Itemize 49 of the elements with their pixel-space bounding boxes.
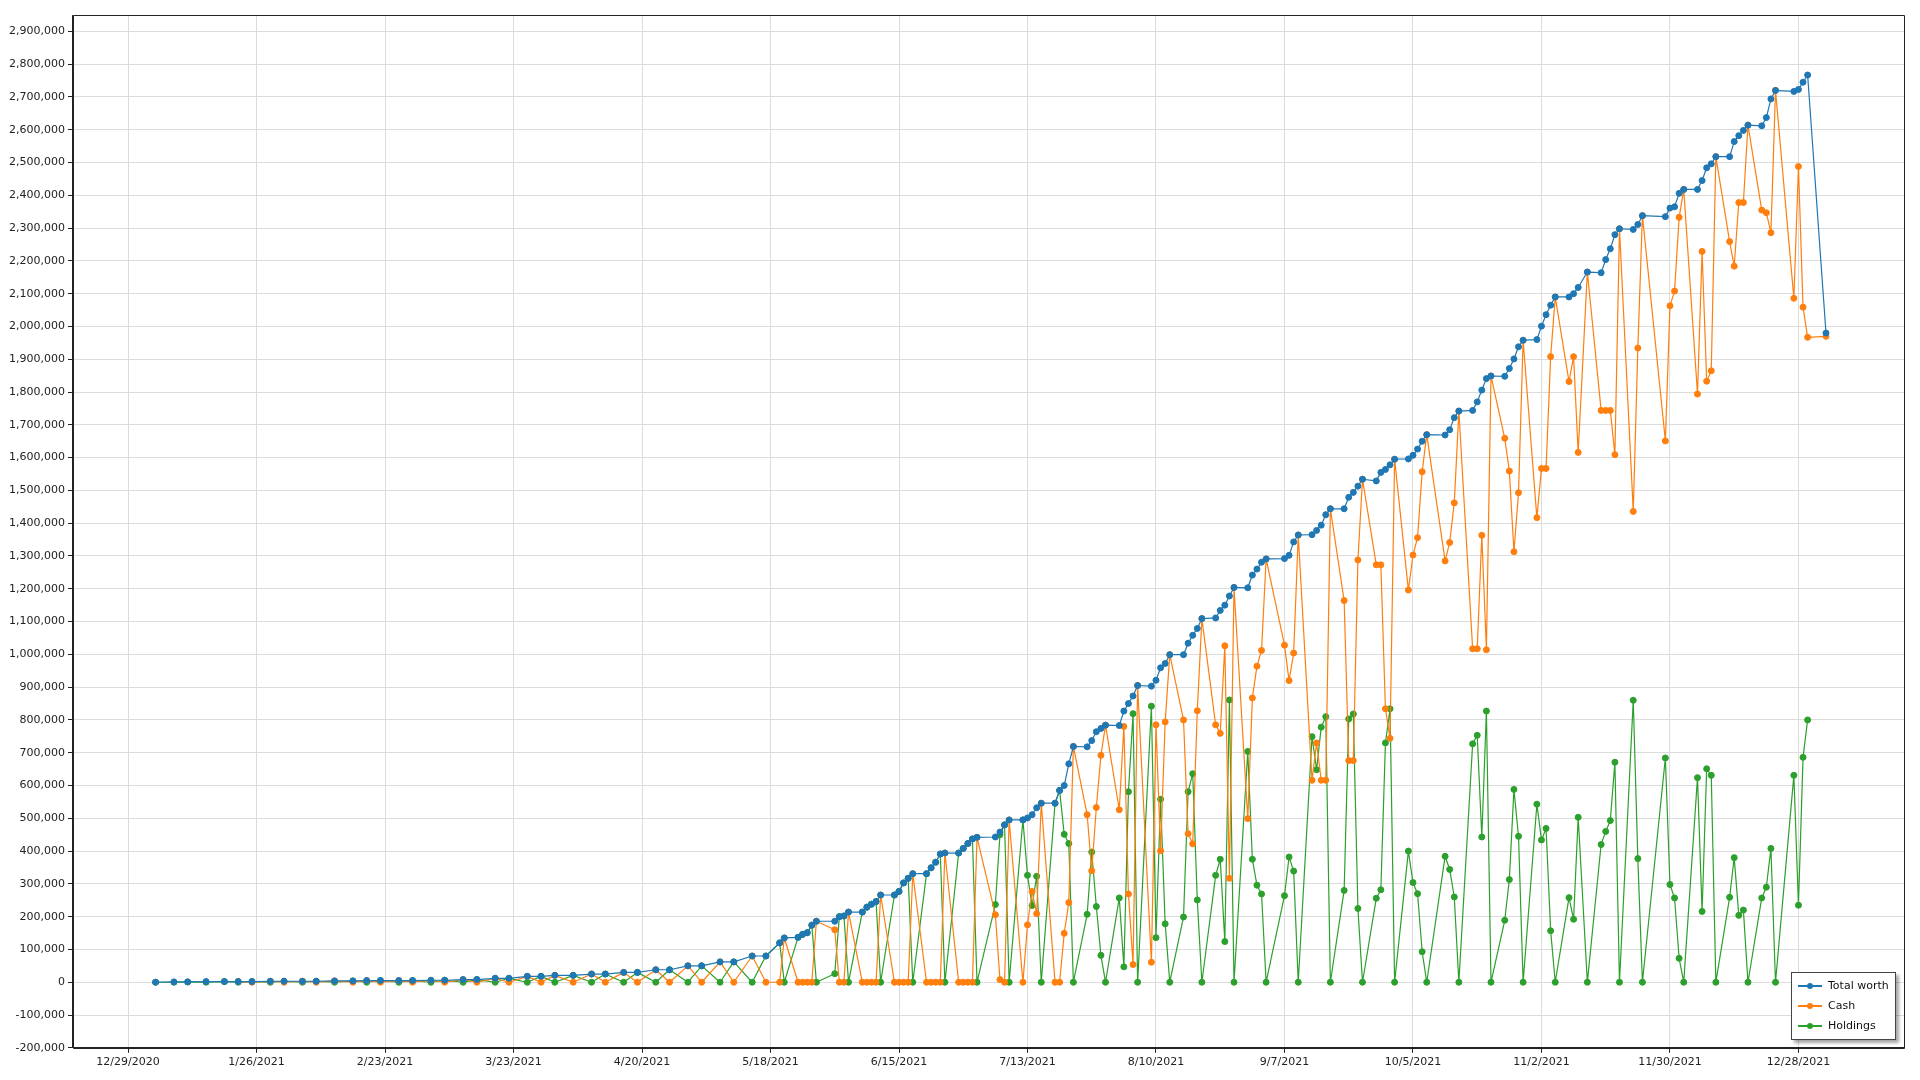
y-tick-label: 2,100,000 — [9, 286, 65, 300]
x-tick-label: 5/18/2021 — [742, 1055, 799, 1069]
y-tick-label: 900,000 — [19, 680, 65, 693]
y-tick-label: 300,000 — [19, 876, 65, 890]
legend-label: Cash — [1828, 999, 1856, 1013]
y-tick-label: 1,100,000 — [9, 614, 65, 628]
y-tick-label: 700,000 — [19, 745, 65, 759]
y-tick-label: 1,900,000 — [9, 352, 65, 366]
x-tick-label: 7/13/2021 — [999, 1055, 1056, 1069]
y-tick-label: 400,000 — [19, 843, 65, 857]
y-tick-label: 800,000 — [19, 712, 65, 726]
x-tick-label: 2/23/2021 — [356, 1055, 414, 1069]
x-tick-label: 1/26/2021 — [228, 1055, 285, 1069]
y-tick-label: 1,000,000 — [9, 647, 65, 661]
x-tick-label: 9/7/2021 — [1259, 1055, 1310, 1069]
legend-label: Holdings — [1828, 1019, 1876, 1033]
y-tick-label: -200,000 — [15, 1040, 65, 1054]
y-tick-label: 1,800,000 — [9, 384, 65, 398]
y-tick-label: 100,000 — [19, 942, 65, 956]
y-tick-label: 2,700,000 — [9, 89, 65, 103]
y-tick-label: 1,600,000 — [9, 450, 65, 464]
x-tick-label: 4/20/2021 — [613, 1055, 671, 1069]
x-tick-label: 8/10/2021 — [1127, 1055, 1185, 1069]
x-tick-label: 3/23/2021 — [485, 1055, 542, 1069]
y-tick-label: 500,000 — [19, 811, 65, 825]
y-tick-label: 2,400,000 — [9, 188, 65, 202]
x-tick-label: 12/28/2021 — [1766, 1055, 1831, 1069]
y-tick-label: 2,600,000 — [9, 122, 65, 136]
x-tick-label: 11/2/2021 — [1513, 1055, 1570, 1069]
x-tick-label: 10/5/2021 — [1384, 1055, 1442, 1069]
y-tick-label: 1,700,000 — [9, 417, 65, 431]
y-tick-label: 1,300,000 — [9, 548, 65, 562]
y-tick-label: 1,400,000 — [9, 516, 65, 530]
x-tick-label: 12/29/2020 — [96, 1055, 160, 1069]
y-tick-label: 2,300,000 — [9, 220, 65, 234]
y-tick-label: 2,500,000 — [9, 155, 65, 169]
y-tick-label: 0 — [57, 975, 65, 989]
y-tick-label: 600,000 — [19, 778, 65, 792]
x-tick-label: 6/15/2021 — [870, 1055, 928, 1069]
y-tick-label: 2,900,000 — [9, 24, 65, 38]
y-tick-label: 2,000,000 — [9, 319, 65, 333]
y-tick-label: 2,200,000 — [9, 253, 65, 267]
y-tick-label: 200,000 — [19, 909, 65, 923]
y-tick-label: 1,200,000 — [9, 581, 65, 595]
legend-label: Total worth — [1828, 979, 1889, 993]
y-tick-label: 1,500,000 — [9, 483, 65, 497]
y-tick-label: 2,800,000 — [9, 57, 65, 71]
y-tick-label: -100,000 — [15, 1007, 65, 1021]
x-tick-label: 11/30/2021 — [1638, 1055, 1702, 1069]
